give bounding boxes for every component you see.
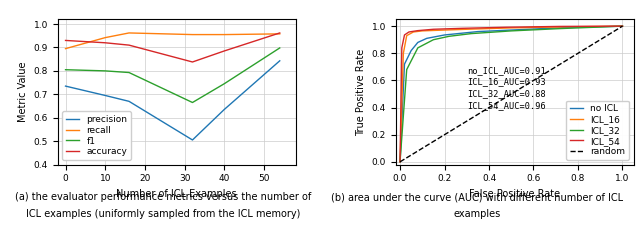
X-axis label: Number of ICL Examples: Number of ICL Examples <box>116 189 237 199</box>
ICL_32 <box>414 46 422 49</box>
f1 <box>220 82 228 85</box>
Text: (a) the evaluator performance metrics versus the number of: (a) the evaluator performance metrics ve… <box>15 192 311 202</box>
Legend: no ICL, ICL_16, ICL_32, ICL_54, random: no ICL, ICL_16, ICL_32, ICL_54, random <box>566 101 629 160</box>
Text: no_ICL_AUC=0.91
ICL_16_AUC=0.93
ICL_32_AUC=0.88
ICL_54_AUC=0.96: no_ICL_AUC=0.91 ICL_16_AUC=0.93 ICL_32_A… <box>467 66 546 110</box>
ICL_54 <box>414 29 422 32</box>
ICL_32 <box>445 35 453 38</box>
ICL_32 <box>556 27 564 30</box>
recall <box>276 32 284 35</box>
accuracy <box>189 60 196 63</box>
no ICL <box>407 49 415 52</box>
precision <box>101 94 109 97</box>
Y-axis label: True Positive Rate: True Positive Rate <box>356 48 366 136</box>
ICL_16 <box>563 25 571 28</box>
ICL_54 <box>405 30 413 33</box>
Text: examples: examples <box>453 209 500 219</box>
no ICL <box>441 33 449 36</box>
Line: recall: recall <box>65 33 280 49</box>
ICL_16 <box>463 28 470 31</box>
Line: ICL_54: ICL_54 <box>400 26 623 162</box>
recall <box>61 47 69 50</box>
accuracy <box>125 44 133 46</box>
Line: ICL_16: ICL_16 <box>400 26 623 162</box>
Legend: precision, recall, f1, accuracy: precision, recall, f1, accuracy <box>62 111 131 160</box>
no ICL <box>474 30 482 33</box>
Y-axis label: Metric Value: Metric Value <box>18 62 28 122</box>
no ICL <box>401 63 408 66</box>
ICL_32 <box>508 30 515 32</box>
f1 <box>276 46 284 49</box>
Line: f1: f1 <box>65 48 280 103</box>
recall <box>189 33 196 36</box>
f1 <box>61 68 69 71</box>
precision <box>61 85 69 88</box>
no ICL <box>619 25 627 28</box>
ICL_54 <box>429 28 437 31</box>
accuracy <box>276 31 284 34</box>
Line: no ICL: no ICL <box>400 26 623 162</box>
ICL_54 <box>619 25 627 28</box>
Line: precision: precision <box>65 61 280 140</box>
ICL_54 <box>503 26 511 29</box>
accuracy <box>61 39 69 42</box>
no ICL <box>518 28 526 31</box>
accuracy <box>101 41 109 44</box>
ICL_54 <box>398 46 406 49</box>
ICL_54 <box>396 160 404 163</box>
ICL_16 <box>436 29 444 32</box>
ICL_32 <box>403 68 410 71</box>
recall <box>220 33 228 36</box>
ICL_32 <box>396 160 404 163</box>
f1 <box>125 71 133 74</box>
no ICL <box>563 26 571 29</box>
ICL_32 <box>467 32 475 35</box>
precision <box>125 100 133 103</box>
ICL_16 <box>410 30 417 33</box>
f1 <box>101 69 109 72</box>
f1 <box>189 101 196 104</box>
no ICL <box>414 41 422 44</box>
ICL_32 <box>619 25 627 28</box>
accuracy <box>220 50 228 53</box>
Text: (b) area under the curve (AUC) with different number of ICL: (b) area under the curve (AUC) with diff… <box>331 192 623 202</box>
ICL_16 <box>396 160 404 163</box>
no ICL <box>396 160 404 163</box>
ICL_54 <box>458 27 466 30</box>
precision <box>276 59 284 62</box>
ICL_16 <box>508 26 515 29</box>
ICL_16 <box>399 52 407 55</box>
no ICL <box>423 37 431 40</box>
X-axis label: False Positive Rate: False Positive Rate <box>469 189 560 199</box>
Line: ICL_32: ICL_32 <box>400 26 623 162</box>
precision <box>220 108 228 111</box>
Line: accuracy: accuracy <box>65 33 280 62</box>
ICL_32 <box>429 38 437 41</box>
ICL_54 <box>401 33 408 36</box>
ICL_16 <box>419 30 426 32</box>
ICL_54 <box>556 25 564 28</box>
recall <box>125 31 133 34</box>
ICL_16 <box>403 34 410 37</box>
precision <box>189 138 196 141</box>
Text: ICL examples (uniformly sampled from the ICL memory): ICL examples (uniformly sampled from the… <box>26 209 300 219</box>
ICL_16 <box>619 25 627 28</box>
recall <box>101 36 109 39</box>
